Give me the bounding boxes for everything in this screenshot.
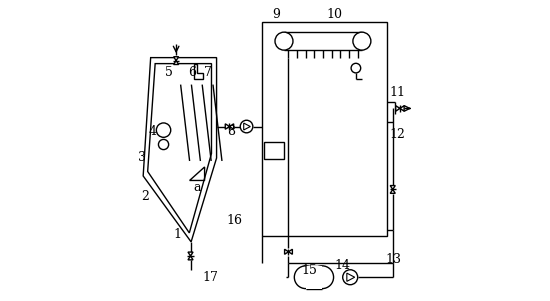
- Text: 10: 10: [327, 8, 343, 21]
- Text: 6: 6: [189, 66, 196, 79]
- Polygon shape: [347, 273, 355, 281]
- Circle shape: [343, 270, 358, 285]
- Text: 16: 16: [227, 214, 243, 228]
- Polygon shape: [396, 106, 404, 111]
- Polygon shape: [390, 185, 395, 193]
- Polygon shape: [174, 57, 179, 64]
- Circle shape: [353, 32, 371, 50]
- Circle shape: [240, 120, 253, 133]
- Circle shape: [156, 123, 170, 137]
- Polygon shape: [226, 124, 234, 129]
- Text: 9: 9: [273, 8, 280, 21]
- Circle shape: [158, 139, 169, 150]
- Text: 15: 15: [301, 264, 317, 277]
- Text: 4: 4: [148, 125, 156, 138]
- Ellipse shape: [311, 266, 333, 289]
- Text: 2: 2: [141, 191, 149, 203]
- Text: 1: 1: [174, 228, 182, 241]
- Circle shape: [351, 63, 361, 73]
- Text: 12: 12: [390, 128, 406, 141]
- Text: a: a: [194, 182, 201, 194]
- Text: 8: 8: [228, 125, 235, 138]
- Text: 13: 13: [386, 253, 401, 266]
- Text: 7: 7: [204, 66, 212, 79]
- Text: 14: 14: [334, 259, 350, 272]
- Bar: [261, 22, 387, 236]
- Text: 17: 17: [202, 271, 218, 284]
- Bar: [264, 142, 284, 159]
- Bar: [306, 266, 322, 289]
- Polygon shape: [284, 249, 293, 254]
- Text: 3: 3: [138, 151, 146, 164]
- Text: 5: 5: [164, 66, 173, 79]
- Ellipse shape: [294, 266, 317, 289]
- Polygon shape: [194, 64, 203, 79]
- Text: 11: 11: [390, 85, 406, 98]
- Circle shape: [275, 32, 293, 50]
- Polygon shape: [143, 57, 217, 242]
- Polygon shape: [188, 252, 193, 260]
- Polygon shape: [244, 123, 250, 130]
